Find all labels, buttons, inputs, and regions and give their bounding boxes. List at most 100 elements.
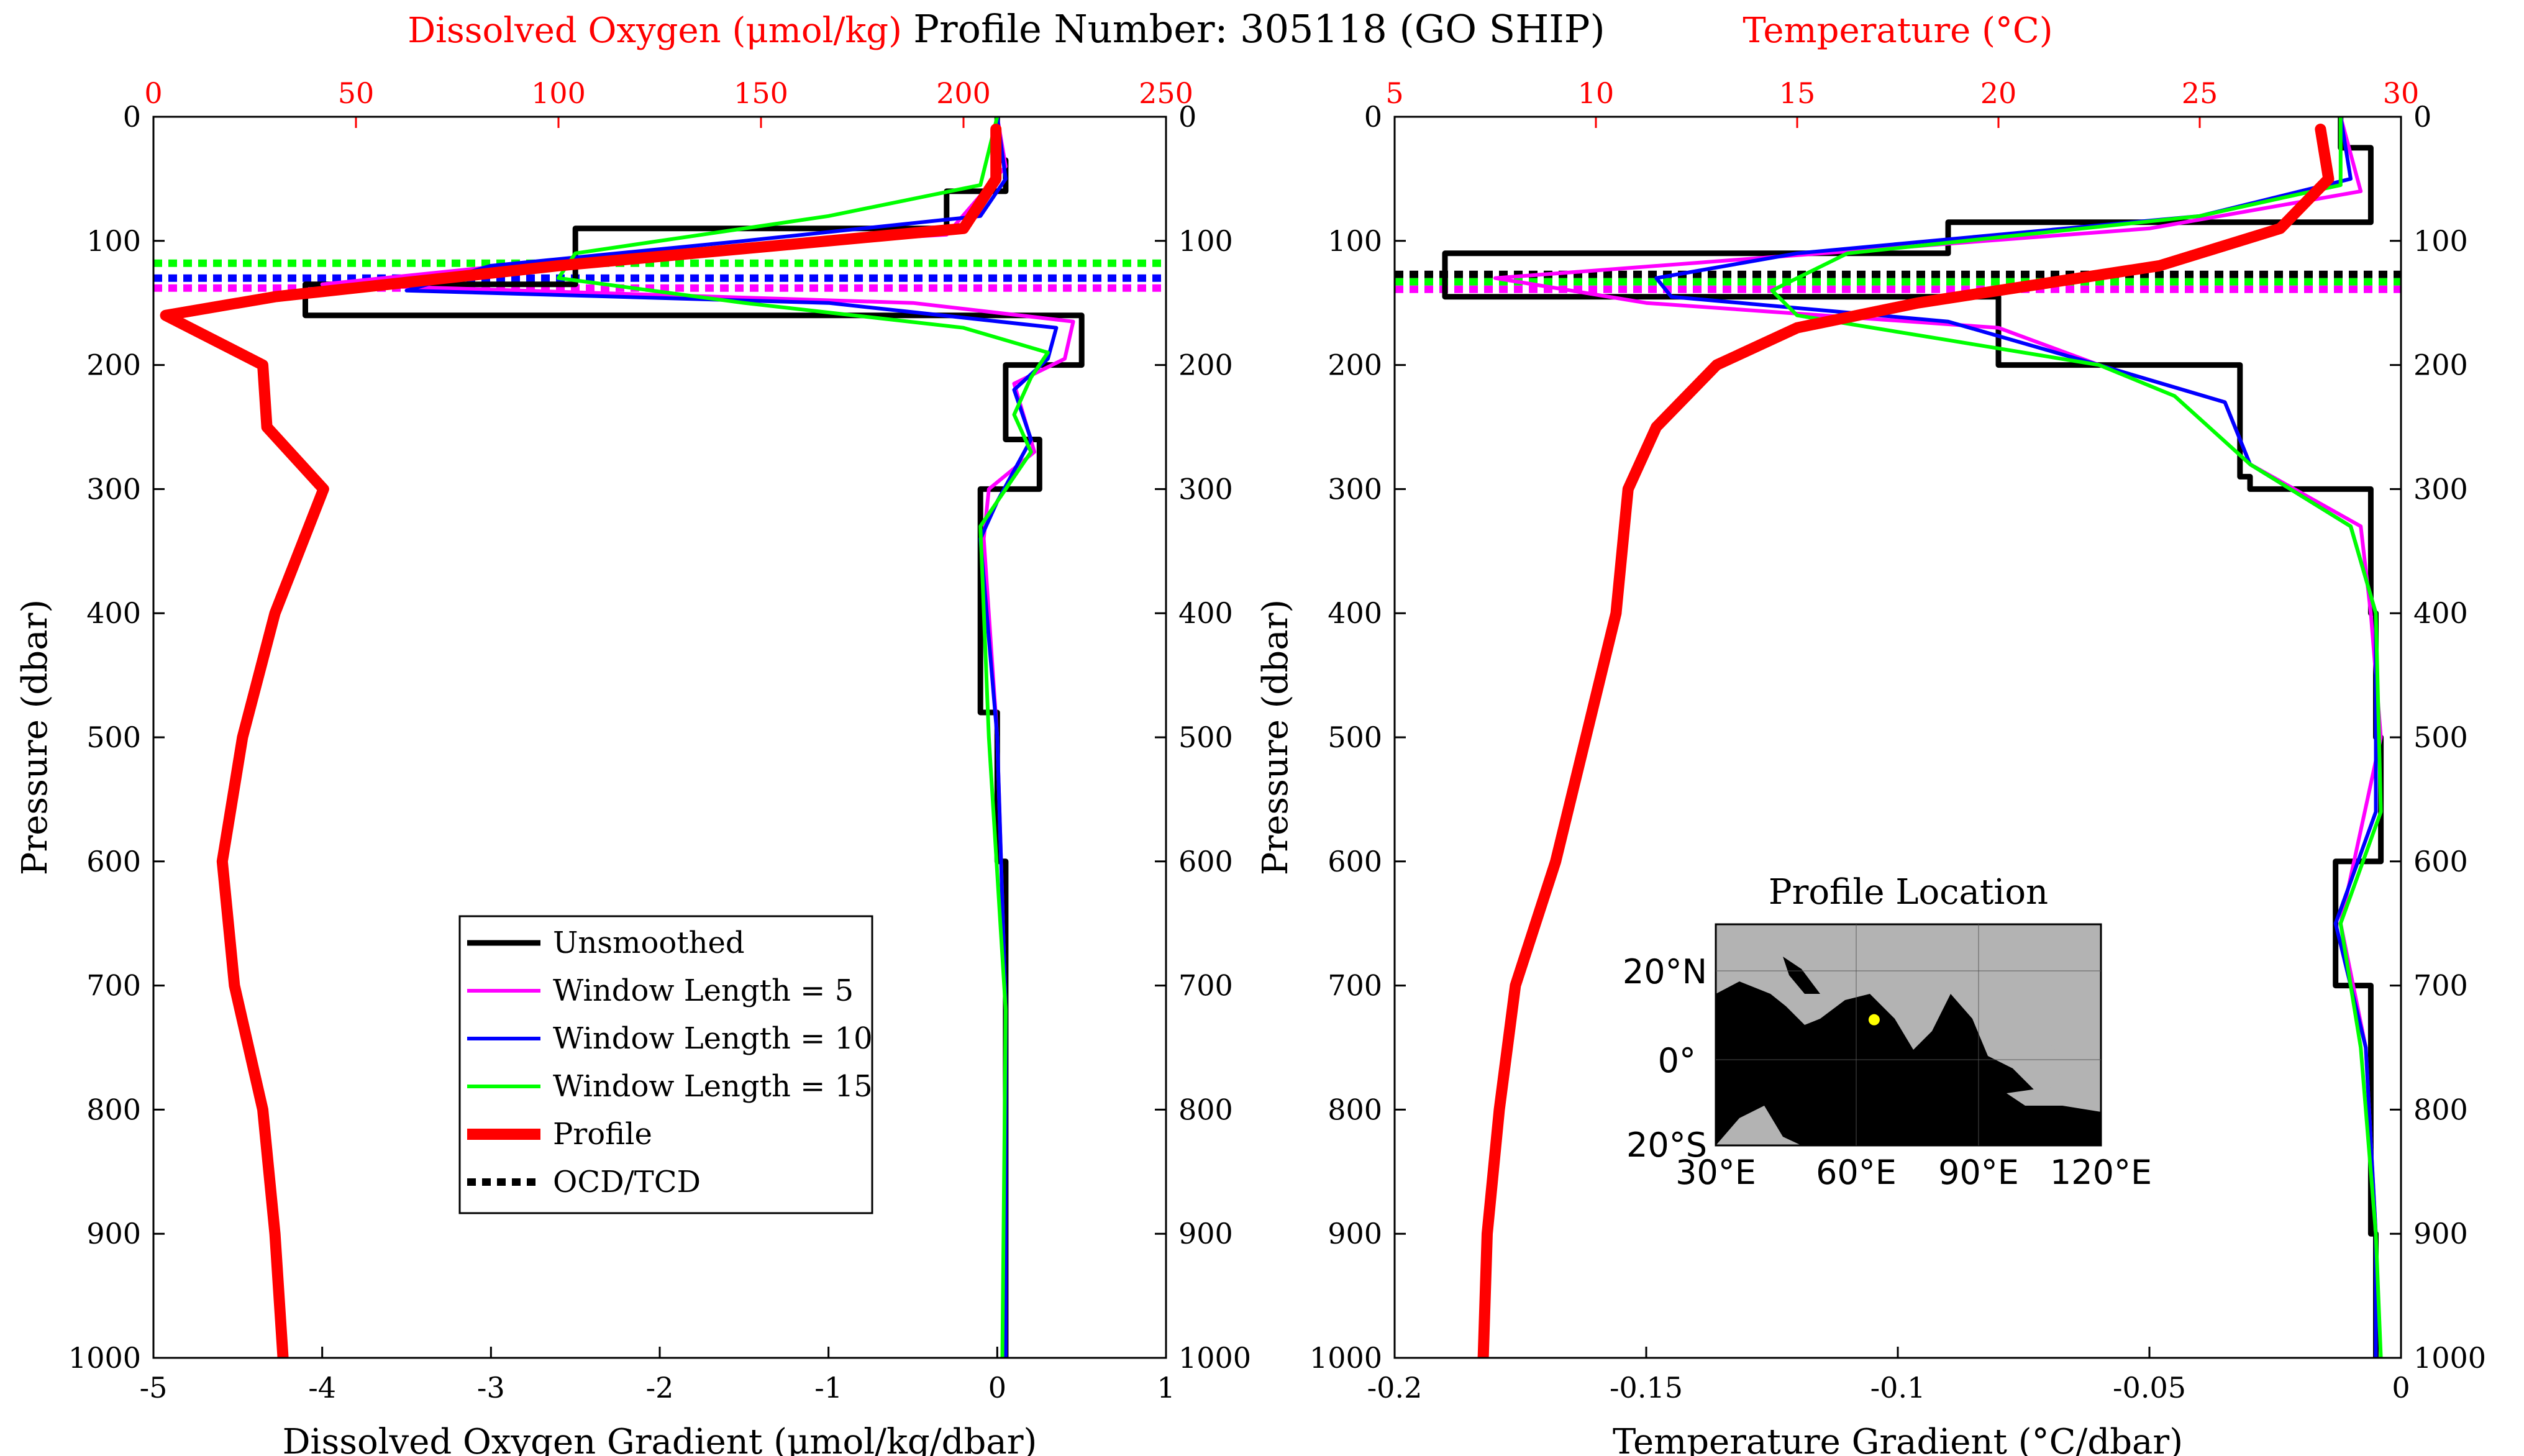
inset-title: Profile Location — [1769, 872, 2048, 912]
oxygen-ytick-label-right: 200 — [1178, 348, 1233, 382]
oxygen-x2tick-label: 150 — [734, 76, 788, 110]
temperature-x2tick-label: 20 — [1980, 76, 2017, 110]
temperature-series-window-length-15 — [1770, 117, 2383, 1358]
oxygen-plot-frame — [152, 116, 1167, 1359]
temperature-ytick-label: 600 — [1328, 845, 1382, 878]
oxygen-series-window-length-15 — [557, 117, 1050, 1358]
oxygen-x2tick-label: 50 — [338, 76, 375, 110]
oxygen-ytick-label: 1000 — [68, 1341, 141, 1375]
temperature-ytick-label: 1000 — [1310, 1341, 1382, 1375]
temperature-ytick-label: 0 — [1364, 100, 1382, 134]
temperature-ytick-label-right: 400 — [2413, 596, 2468, 630]
legend-label: Window Length = 10 — [553, 1021, 873, 1056]
profile-location-marker — [1868, 1014, 1880, 1026]
temperature-series-unsmoothed — [1442, 117, 2384, 1358]
temperature-xtick-label: -0.2 — [1367, 1371, 1423, 1404]
oxygen-ytick-label-right: 900 — [1178, 1217, 1233, 1250]
oxygen-x2tick-label: 100 — [531, 76, 586, 110]
inset-lon-tick: 60°E — [1816, 1153, 1897, 1192]
oxygen-series-window-length-10 — [404, 117, 1059, 1358]
inset-lat-tick: 20°N — [1623, 952, 1707, 991]
oxygen-ytick-label: 400 — [86, 596, 141, 630]
inset-lat-tick: 20°S — [1626, 1126, 1707, 1165]
temperature-x2tick-label: 15 — [1779, 76, 1816, 110]
oxygen-xtick-label: -1 — [814, 1371, 842, 1404]
oxygen-ytick-label: 100 — [86, 224, 141, 258]
figure-title: Profile Number: 305118 (GO SHIP) — [913, 6, 1605, 52]
oxygen-xtick-label: -4 — [308, 1371, 336, 1404]
oxygen-ylabel: Pressure (dbar) — [15, 599, 55, 875]
temperature-ytick-label: 300 — [1328, 472, 1382, 506]
legend-label: Unsmoothed — [553, 926, 745, 960]
temperature-ytick-label-right: 900 — [2413, 1217, 2468, 1250]
oxygen-ytick-label: 0 — [123, 100, 141, 134]
oxygen-x2tick-label: 250 — [1139, 76, 1193, 110]
oxygen-ytick-label-right: 300 — [1178, 472, 1233, 506]
temperature-ytick-label-right: 300 — [2413, 472, 2468, 506]
oxygen-ytick-label-right: 0 — [1178, 100, 1196, 134]
temperature-x2tick-label: 10 — [1578, 76, 1615, 110]
oxygen-x2tick-label: 0 — [144, 76, 162, 110]
oxygen-ytick-label: 700 — [86, 969, 141, 1003]
inset-lat-tick: 0° — [1658, 1041, 1696, 1080]
temperature-xtick-label: -0.1 — [1870, 1371, 1926, 1404]
temperature-ylabel: Pressure (dbar) — [1255, 599, 1296, 875]
temperature-x2tick-label: 30 — [2383, 76, 2420, 110]
oxygen-ytick-label-right: 700 — [1178, 969, 1233, 1003]
oxygen-ytick-label: 900 — [86, 1217, 141, 1250]
oxygen-series-profile — [160, 124, 1002, 1358]
oxygen-xlabel: Dissolved Oxygen Gradient (μmol/kg/dbar) — [283, 1422, 1037, 1456]
temperature-xtick-label: -0.05 — [2113, 1371, 2186, 1404]
temperature-ytick-label-right: 500 — [2413, 721, 2468, 754]
temperature-x2label: Temperature (°C) — [1743, 11, 2052, 51]
oxygen-ytick-label: 200 — [86, 348, 141, 382]
location-inset: Profile Location 20°N 0° 20°S 30°E 60°E … — [1623, 872, 2152, 1192]
temperature-ytick-label: 900 — [1328, 1217, 1382, 1250]
legend-label: Profile — [553, 1117, 652, 1152]
oxygen-ytick-label: 600 — [86, 845, 141, 878]
temperature-xtick-label: 0 — [2392, 1371, 2410, 1404]
oxygen-ytick-label-right: 400 — [1178, 596, 1233, 630]
temperature-ytick-label: 700 — [1328, 969, 1382, 1003]
temperature-xlabel: Temperature Gradient (°C/dbar) — [1613, 1422, 2183, 1456]
temperature-ytick-label: 400 — [1328, 596, 1382, 630]
oxygen-ytick-label-right: 1000 — [1178, 1341, 1251, 1375]
temperature-ytick-label-right: 600 — [2413, 845, 2468, 878]
temperature-ytick-label: 800 — [1328, 1093, 1382, 1126]
oxygen-ytick-label: 300 — [86, 472, 141, 506]
temperature-ytick-label: 100 — [1328, 224, 1382, 258]
temperature-x2tick-label: 5 — [1385, 76, 1403, 110]
oxygen-ytick-label-right: 500 — [1178, 721, 1233, 754]
oxygen-xtick-label: -5 — [140, 1371, 168, 1404]
legend-label: Window Length = 15 — [553, 1069, 873, 1104]
temperature-ytick-label-right: 0 — [2413, 100, 2431, 134]
inset-lon-tick: 90°E — [1938, 1153, 2019, 1192]
inset-lon-tick: 120°E — [2050, 1153, 2152, 1192]
temperature-ytick-label-right: 1000 — [2413, 1341, 2486, 1375]
temperature-ytick-label-right: 700 — [2413, 969, 2468, 1003]
oxygen-ytick-label-right: 100 — [1178, 224, 1233, 258]
temperature-x2tick-label: 25 — [2182, 76, 2218, 110]
temperature-plot-frame — [1393, 116, 2402, 1359]
legend-label: Window Length = 5 — [553, 973, 854, 1008]
oxygen-xtick-label: -3 — [477, 1371, 505, 1404]
temperature-series — [1442, 117, 2384, 1358]
legend: Unsmoothed Window Length = 5 Window Length… — [458, 915, 873, 1214]
temperature-series-profile — [1477, 124, 2335, 1358]
temperature-ytick-label-right: 100 — [2413, 224, 2468, 258]
oxygen-ytick-label-right: 800 — [1178, 1093, 1233, 1126]
oxygen-ytick-label-right: 600 — [1178, 845, 1233, 878]
oxygen-ytick-label: 500 — [86, 721, 141, 754]
legend-box — [458, 915, 873, 1214]
oxygen-xtick-label: 1 — [1157, 1371, 1175, 1404]
inset-ocean — [1716, 957, 2101, 1145]
oxygen-ytick-label: 800 — [86, 1093, 141, 1126]
oxygen-x2label: Dissolved Oxygen (μmol/kg) — [408, 11, 902, 51]
temperature-ytick-label: 200 — [1328, 348, 1382, 382]
inset-lon-tick: 30°E — [1675, 1153, 1756, 1192]
temperature-ytick-label-right: 200 — [2413, 348, 2468, 382]
